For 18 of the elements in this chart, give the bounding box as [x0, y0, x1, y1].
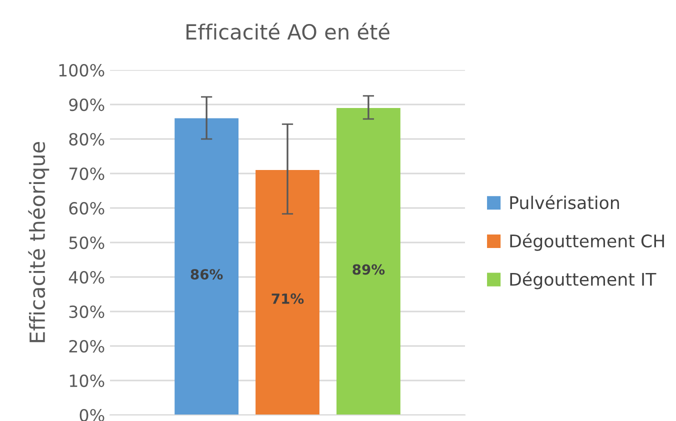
y-tick-label: 90%	[69, 98, 104, 112]
y-tick-label: 80%	[69, 132, 104, 146]
data-label: 71%	[272, 293, 304, 304]
legend-label: Dégouttement CH	[510, 233, 664, 251]
y-tick-label: 40%	[68, 270, 104, 284]
legend-label: Dégouttement IT	[510, 272, 656, 290]
chart-title: Efficacité AO en été	[186, 22, 390, 40]
y-tick-label: 30%	[69, 305, 104, 318]
y-tick-label: 20%	[69, 340, 104, 353]
y-tick-label: 70%	[69, 167, 104, 180]
y-tick-label: 50%	[69, 236, 104, 250]
legend-label: Pulvérisation	[510, 195, 619, 210]
y-tick-label: 60%	[69, 202, 104, 215]
y-axis-title: Efficacité théorique	[28, 142, 50, 342]
data-label: 89%	[352, 264, 385, 275]
y-tick-label: 10%	[70, 374, 104, 388]
y-tick-label: 100%	[59, 64, 104, 77]
data-label: 86%	[190, 269, 223, 280]
